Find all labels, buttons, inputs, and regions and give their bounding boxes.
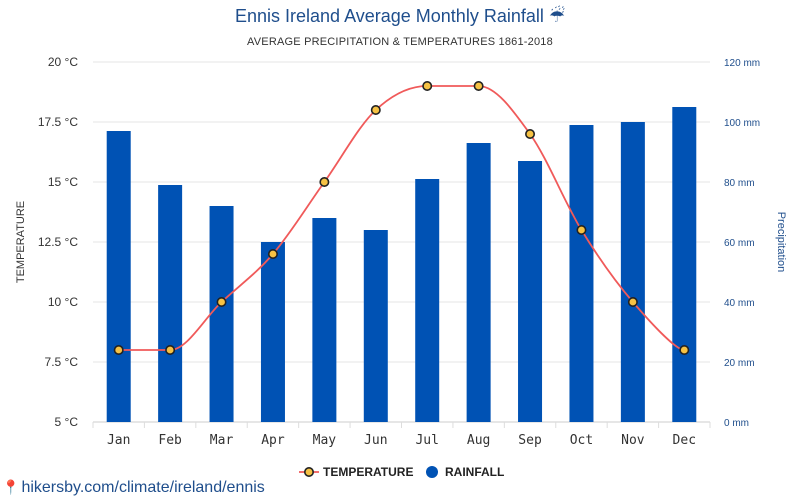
rainfall-bar — [672, 107, 697, 422]
y-tick-label-left: 7.5 °C — [45, 355, 79, 369]
temperature-point — [267, 249, 278, 260]
y-tick-label-right: 120 mm — [724, 58, 760, 69]
temperature-point — [679, 344, 690, 355]
chart-subtitle: AVERAGE PRECIPITATION & TEMPERATURES 186… — [247, 36, 553, 48]
chart-title: Ennis Ireland Average Monthly Rainfall ☔ — [235, 6, 565, 26]
legend-temperature-label: TEMPERATURE — [323, 465, 413, 479]
rainfall-bar — [158, 185, 183, 422]
y-tick-label-left: 10 °C — [48, 295, 78, 309]
rainfall-bar — [106, 131, 131, 422]
x-tick-label: Apr — [261, 433, 285, 448]
temperature-point — [473, 81, 484, 92]
rainfall-bar — [415, 179, 440, 422]
rainfall-bar — [466, 143, 491, 422]
rainfall-bar — [312, 218, 337, 422]
rainfall-bar — [260, 242, 285, 422]
temperature-point — [370, 105, 381, 116]
y-tick-label-right: 60 mm — [724, 238, 755, 249]
x-tick-label: Jun — [364, 433, 387, 448]
y-tick-label-right: 100 mm — [724, 118, 760, 129]
y-tick-label-left: 12.5 °C — [38, 235, 78, 249]
rainfall-bar — [363, 230, 388, 422]
legend-temperature-marker — [303, 466, 314, 477]
y-tick-label-right: 80 mm — [724, 178, 755, 189]
x-tick-label: Aug — [467, 433, 490, 448]
temperature-point — [113, 344, 124, 355]
x-tick-label: Mar — [210, 433, 234, 448]
y2-axis-label: Precipitation — [775, 212, 787, 273]
footer-link[interactable]: 📍 hikersby.com/climate/ireland/ennis — [2, 479, 265, 497]
temperature-point — [422, 81, 433, 92]
y-tick-label-left: 15 °C — [48, 175, 78, 189]
y-tick-label-right: 0 mm — [724, 418, 749, 429]
x-tick-label: Sep — [518, 433, 542, 448]
x-tick-label: Nov — [621, 433, 645, 448]
x-tick-label: Oct — [570, 433, 593, 448]
rainfall-bar — [620, 122, 645, 422]
y-tick-label-left: 20 °C — [48, 55, 78, 69]
y-tick-label-right: 40 mm — [724, 298, 755, 309]
temperature-point — [165, 344, 176, 355]
legend-rainfall-label: RAINFALL — [445, 465, 504, 479]
x-tick-label: Jan — [107, 433, 130, 448]
y-tick-label-right: 20 mm — [724, 358, 755, 369]
x-tick-label: Feb — [158, 433, 182, 448]
y-axis-label: TEMPERATURE — [15, 201, 27, 283]
x-tick-label: May — [313, 433, 337, 448]
rainfall-bar — [518, 161, 543, 422]
legend-rainfall-marker — [426, 466, 438, 478]
rainfall-bar — [569, 125, 594, 422]
temperature-point — [216, 296, 227, 307]
x-tick-label: Jul — [415, 433, 438, 448]
legend: TEMPERATURE RAINFALL — [299, 465, 504, 479]
temperature-line — [118, 85, 685, 351]
footer-url: hikersby.com/climate/ireland/ennis — [21, 479, 265, 496]
temperature-point — [319, 177, 330, 188]
temperature-point — [525, 129, 536, 140]
temperature-point — [627, 296, 638, 307]
x-tick-label: Dec — [673, 433, 696, 448]
rainfall-bar — [209, 206, 234, 422]
map-pin-icon: 📍 — [2, 479, 20, 495]
temperature-point — [576, 225, 587, 236]
y-tick-label-left: 5 °C — [55, 415, 79, 429]
y-tick-label-left: 17.5 °C — [38, 115, 78, 129]
